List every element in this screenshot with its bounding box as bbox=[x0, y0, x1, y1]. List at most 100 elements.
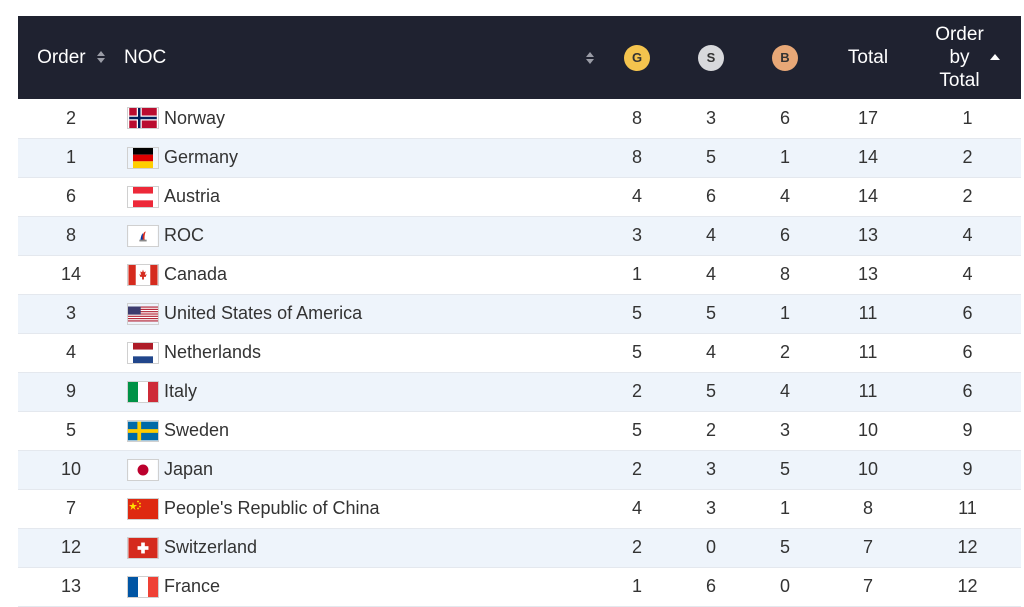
cell-bronze: 3 bbox=[748, 411, 822, 451]
table-row[interactable]: 12 Switzerland 2 0 5 7 12 bbox=[18, 528, 1021, 568]
cell-noc: Netherlands bbox=[124, 333, 600, 373]
cell-order-by-total: 12 bbox=[914, 567, 1021, 607]
cell-order-by-total: 6 bbox=[914, 294, 1021, 334]
column-header-total[interactable]: Total bbox=[822, 16, 914, 99]
column-header-noc[interactable]: NOC bbox=[124, 16, 600, 99]
cell-gold: 8 bbox=[600, 138, 674, 178]
cell-total: 13 bbox=[822, 216, 914, 256]
cell-order: 3 bbox=[18, 294, 124, 334]
cell-order: 4 bbox=[18, 333, 124, 373]
column-header-gold[interactable]: G bbox=[600, 16, 674, 99]
country-name[interactable]: Austria bbox=[164, 186, 221, 206]
cell-gold: 2 bbox=[600, 450, 674, 490]
column-header-silver[interactable]: S bbox=[674, 16, 748, 99]
column-header-noc-label: NOC bbox=[124, 46, 167, 68]
sort-icon[interactable] bbox=[96, 51, 105, 64]
cell-bronze: 2 bbox=[748, 333, 822, 373]
roc-flag-icon bbox=[127, 224, 159, 247]
cell-gold: 2 bbox=[600, 372, 674, 412]
cell-gold: 5 bbox=[600, 294, 674, 334]
cell-gold: 5 bbox=[600, 411, 674, 451]
table-row[interactable]: 9 Italy 2 5 4 11 6 bbox=[18, 372, 1021, 412]
cell-gold: 1 bbox=[600, 255, 674, 295]
table-row[interactable]: 10 Japan 2 3 5 10 9 bbox=[18, 450, 1021, 490]
country-name[interactable]: Switzerland bbox=[164, 537, 258, 557]
column-header-order-by-total[interactable]: Order by Total bbox=[914, 16, 1021, 99]
order-by-total-label-2: by bbox=[949, 47, 970, 68]
cell-order-by-total: 2 bbox=[914, 138, 1021, 178]
country-name[interactable]: Germany bbox=[164, 147, 239, 167]
cell-silver: 4 bbox=[674, 216, 748, 256]
netherlands-flag-icon bbox=[127, 341, 159, 364]
column-header-order[interactable]: Order bbox=[18, 16, 124, 99]
cell-order: 2 bbox=[18, 99, 124, 139]
medal-table-container: Order NOC G S B Total bbox=[18, 16, 1021, 607]
cell-order: 12 bbox=[18, 528, 124, 568]
cell-order: 8 bbox=[18, 216, 124, 256]
cell-total: 13 bbox=[822, 255, 914, 295]
cell-silver: 3 bbox=[674, 99, 748, 139]
cell-noc: People's Republic of China bbox=[124, 489, 600, 529]
norway-flag-icon bbox=[127, 107, 159, 130]
table-row[interactable]: 6 Austria 4 6 4 14 2 bbox=[18, 177, 1021, 217]
cell-total: 10 bbox=[822, 411, 914, 451]
sort-icon[interactable] bbox=[586, 51, 594, 64]
china-flag-icon bbox=[127, 497, 159, 520]
cell-silver: 3 bbox=[674, 489, 748, 529]
table-row[interactable]: 3 United States of America 5 5 1 11 6 bbox=[18, 294, 1021, 334]
table-row[interactable]: 13 France 1 6 0 7 12 bbox=[18, 567, 1021, 607]
country-name[interactable]: Norway bbox=[164, 107, 226, 128]
country-name[interactable]: Italy bbox=[164, 381, 198, 401]
table-row[interactable]: 1 Germany 8 5 1 14 2 bbox=[18, 138, 1021, 178]
cell-gold: 2 bbox=[600, 528, 674, 568]
country-name[interactable]: Netherlands bbox=[164, 342, 262, 362]
order-by-total-label-3: Total bbox=[939, 70, 980, 91]
country-name[interactable]: France bbox=[164, 576, 221, 596]
table-row[interactable]: 5 Sweden 5 2 3 10 9 bbox=[18, 411, 1021, 451]
sort-ascending-icon[interactable] bbox=[989, 53, 1000, 62]
country-name[interactable]: Japan bbox=[164, 459, 214, 479]
table-row[interactable]: 4 Netherlands 5 4 2 11 6 bbox=[18, 333, 1021, 373]
cell-order-by-total: 2 bbox=[914, 177, 1021, 217]
france-flag-icon bbox=[127, 575, 159, 598]
cell-silver: 2 bbox=[674, 411, 748, 451]
country-name[interactable]: Sweden bbox=[164, 420, 230, 440]
bronze-medal-icon: B bbox=[772, 44, 798, 71]
cell-bronze: 6 bbox=[748, 99, 822, 139]
table-header: Order NOC G S B Total bbox=[18, 16, 1021, 99]
cell-silver: 0 bbox=[674, 528, 748, 568]
country-name[interactable]: People's Republic of China bbox=[164, 498, 380, 518]
cell-order: 9 bbox=[18, 372, 124, 412]
cell-order-by-total: 4 bbox=[914, 216, 1021, 256]
column-header-total-label: Total bbox=[847, 46, 889, 68]
cell-total: 7 bbox=[822, 567, 914, 607]
cell-bronze: 4 bbox=[748, 372, 822, 412]
cell-gold: 3 bbox=[600, 216, 674, 256]
cell-noc: France bbox=[124, 567, 600, 607]
country-name[interactable]: ROC bbox=[164, 225, 204, 245]
column-header-order-label: Order bbox=[37, 46, 86, 68]
cell-noc: Germany bbox=[124, 138, 600, 178]
cell-silver: 6 bbox=[674, 177, 748, 217]
cell-order-by-total: 9 bbox=[914, 450, 1021, 490]
cell-bronze: 0 bbox=[748, 567, 822, 607]
country-name[interactable]: United States of America bbox=[164, 303, 363, 323]
cell-gold: 8 bbox=[600, 99, 674, 139]
table-row[interactable]: 2 Norway 8 3 6 17 1 bbox=[18, 99, 1021, 139]
column-header-bronze[interactable]: B bbox=[748, 16, 822, 99]
cell-bronze: 1 bbox=[748, 138, 822, 178]
country-name[interactable]: Canada bbox=[164, 264, 228, 284]
cell-total: 17 bbox=[822, 99, 914, 139]
cell-total: 10 bbox=[822, 450, 914, 490]
cell-bronze: 5 bbox=[748, 450, 822, 490]
cell-total: 14 bbox=[822, 138, 914, 178]
cell-silver: 5 bbox=[674, 372, 748, 412]
cell-noc: Norway bbox=[124, 99, 600, 139]
table-row[interactable]: 14 Canada 1 4 8 13 4 bbox=[18, 255, 1021, 295]
cell-silver: 3 bbox=[674, 450, 748, 490]
cell-noc: ROC bbox=[124, 216, 600, 256]
cell-noc: Austria bbox=[124, 177, 600, 217]
table-row[interactable]: 7 People's Republic of China 4 3 1 8 11 bbox=[18, 489, 1021, 529]
table-row[interactable]: 8 ROC 3 4 6 13 4 bbox=[18, 216, 1021, 256]
cell-bronze: 1 bbox=[748, 489, 822, 529]
